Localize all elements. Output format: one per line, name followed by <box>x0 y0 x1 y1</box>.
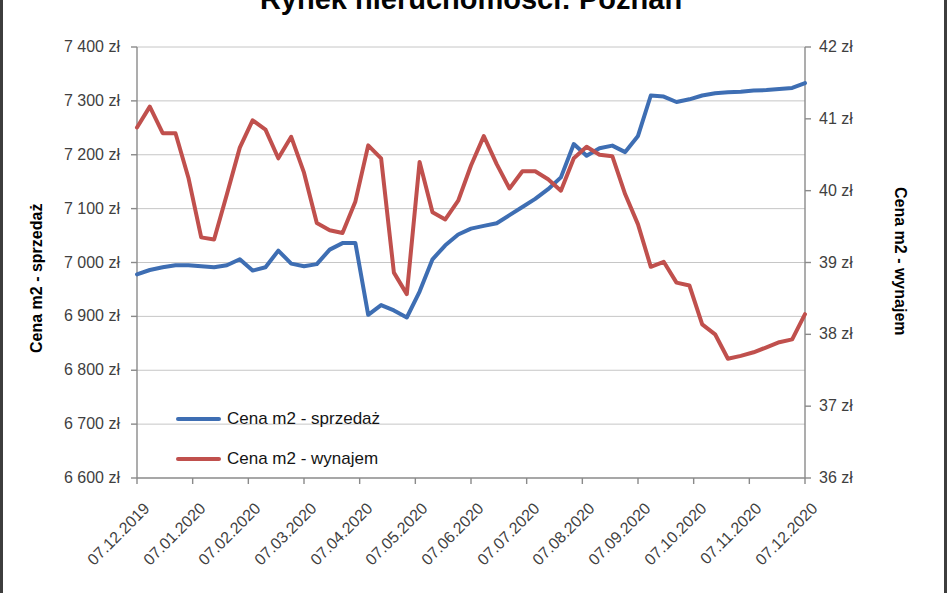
y-axis-left-tick-label: 6 700 zł <box>26 415 120 433</box>
y-axis-left-tick-label: 7 400 zł <box>26 38 120 56</box>
y-axis-right-tick-label: 36 zł <box>819 469 853 487</box>
legend-line-sample-sprzedaz <box>176 417 221 421</box>
y-axis-left-tick-label: 7 200 zł <box>26 146 120 164</box>
chart-page: { "title": "Rynek nieruchomości: Poznań"… <box>0 0 948 593</box>
y-axis-left-tick-label: 6 600 zł <box>26 469 120 487</box>
legend-item-sprzedaz: Cena m2 - sprzedaż <box>176 410 380 428</box>
series-line-wynajem <box>137 107 805 359</box>
legend-line-sample-wynajem <box>176 457 221 461</box>
series-line-sprzedaz <box>137 83 805 317</box>
y-axis-right-tick-label: 37 zł <box>819 397 853 415</box>
y-axis-right-tick-label: 41 zł <box>819 110 853 128</box>
y-axis-right-tick-label: 38 zł <box>819 325 853 343</box>
right-axis-title: Cena m2 - wynajem <box>891 187 909 336</box>
legend-label: Cena m2 - wynajem <box>227 449 378 469</box>
y-axis-right-tick-label: 40 zł <box>819 182 853 200</box>
y-axis-left-tick-label: 7 300 zł <box>26 92 120 110</box>
y-axis-right-tick-label: 42 zł <box>819 38 853 56</box>
y-axis-left-tick-label: 6 800 zł <box>26 361 120 379</box>
legend-item-wynajem: Cena m2 - wynajem <box>176 450 378 468</box>
y-axis-right-tick-label: 39 zł <box>819 254 853 272</box>
legend-label: Cena m2 - sprzedaż <box>227 409 380 429</box>
left-axis-title: Cena m2 - sprzedaż <box>28 204 46 353</box>
